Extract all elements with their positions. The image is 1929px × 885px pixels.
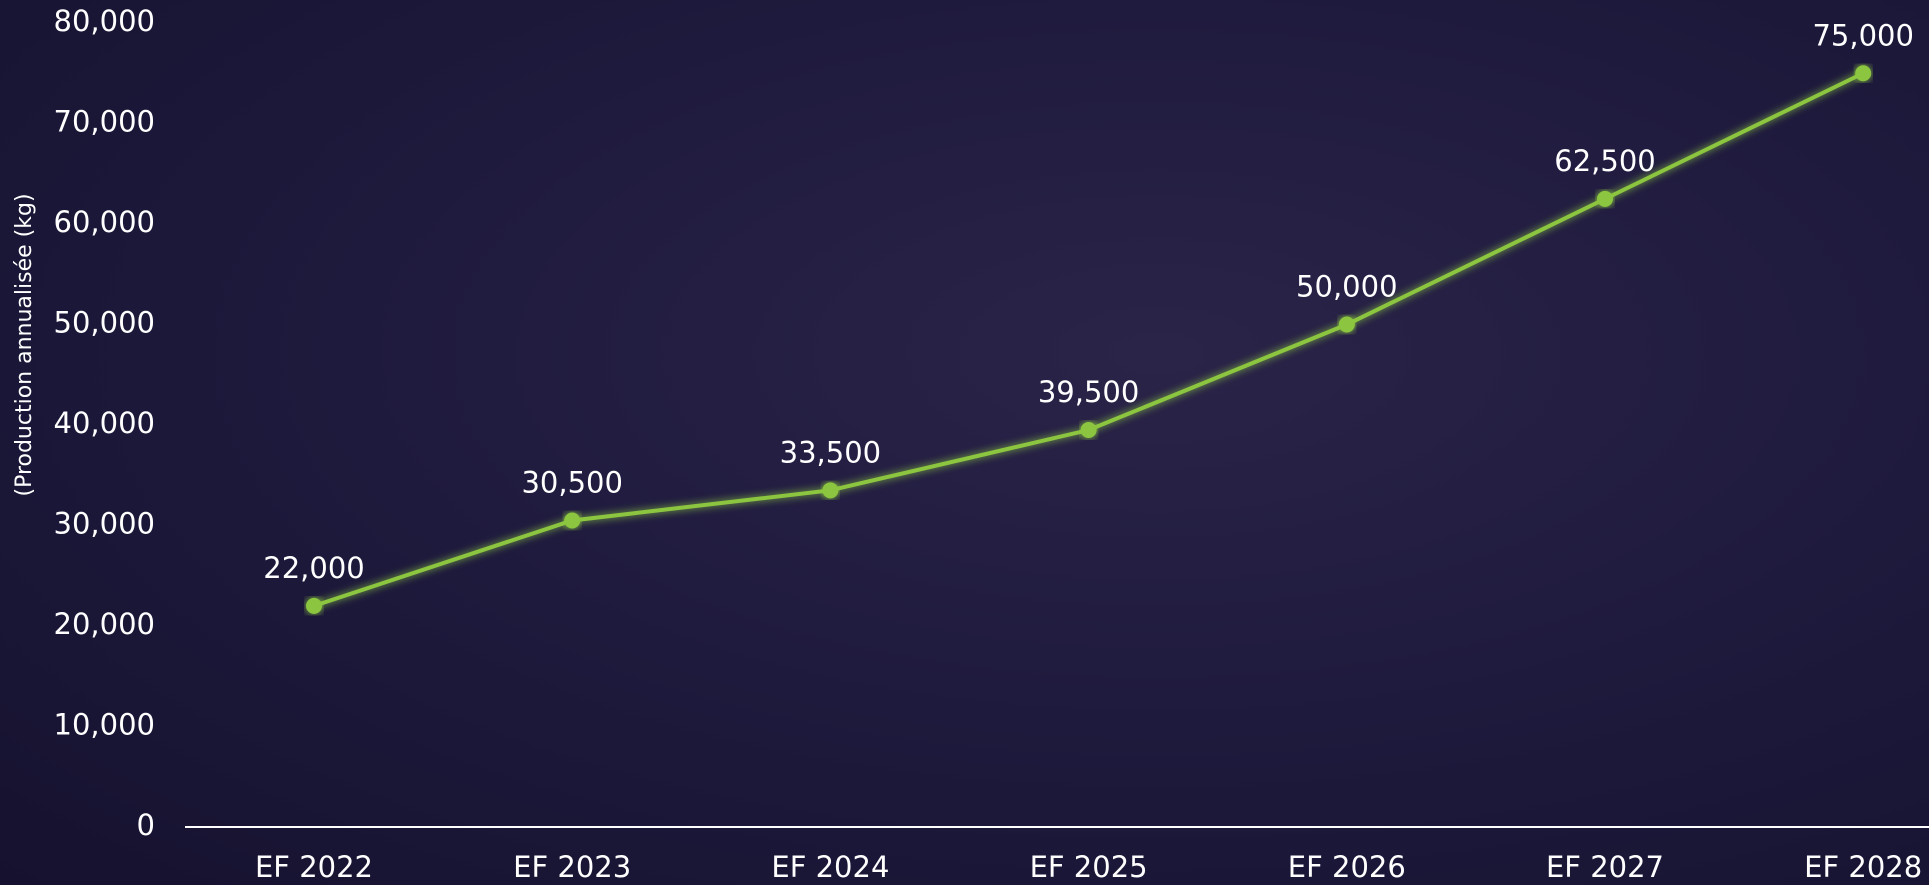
value-label: 62,500 [1554, 144, 1655, 178]
x-tick-label: EF 2023 [513, 850, 631, 884]
point [1339, 317, 1355, 333]
x-tick-label: EF 2025 [1030, 850, 1148, 884]
value-label: 39,500 [1038, 375, 1139, 409]
point [564, 512, 580, 528]
value-label: 30,500 [521, 465, 622, 499]
y-tick-label: 50,000 [54, 306, 155, 340]
x-tick-label: EF 2022 [255, 850, 373, 884]
x-tick-label: EF 2026 [1288, 850, 1406, 884]
y-tick-label: 70,000 [54, 105, 155, 139]
y-tick-label: 10,000 [54, 708, 155, 742]
value-label: 75,000 [1812, 18, 1913, 52]
value-label: 50,000 [1296, 270, 1397, 304]
page: (Production annualisée (kg) 0 10,000 20,00… [0, 0, 1929, 885]
y-axis-label: (Production annualisée (kg) [12, 193, 37, 496]
point [1597, 191, 1613, 207]
x-tick-label: EF 2024 [771, 850, 889, 884]
chart: (Production annualisée (kg) 0 10,000 20,00… [0, 0, 1929, 885]
y-tick-label: 40,000 [54, 406, 155, 440]
point [822, 482, 838, 498]
x-tick-label: EF 2028 [1804, 850, 1922, 884]
y-tick-label: 30,000 [54, 507, 155, 541]
point [1081, 422, 1097, 438]
y-tick-label: 60,000 [54, 205, 155, 239]
point [306, 598, 322, 614]
value-label: 33,500 [780, 435, 881, 469]
y-tick-label: 80,000 [54, 4, 155, 38]
y-tick-label: 0 [137, 808, 155, 842]
point [1855, 65, 1871, 81]
value-label: 22,000 [263, 551, 364, 585]
y-tick-label: 20,000 [54, 607, 155, 641]
x-tick-label: EF 2027 [1546, 850, 1664, 884]
